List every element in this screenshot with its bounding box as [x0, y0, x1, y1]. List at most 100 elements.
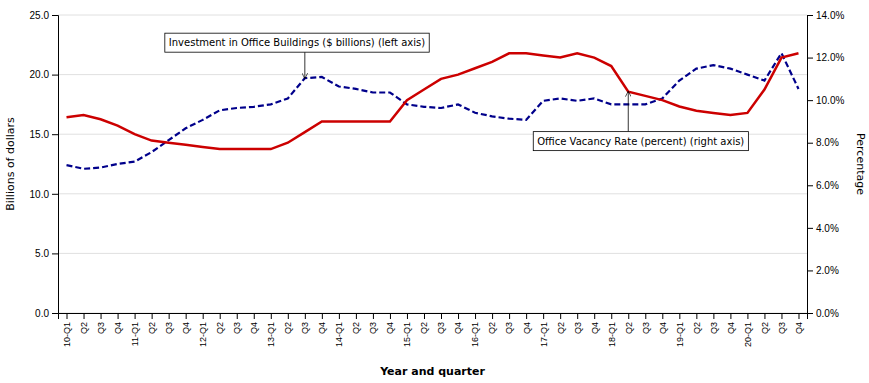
tick-label: 11-Q1	[130, 322, 140, 346]
tick-label: 4.0%	[816, 223, 839, 234]
tick-mark	[611, 313, 612, 319]
tick-mark	[390, 313, 391, 319]
tick: 25.0	[30, 10, 58, 21]
tick-label: 8.0%	[816, 137, 839, 148]
tick: Q3	[300, 313, 310, 334]
tick-mark	[807, 313, 813, 314]
grid-line	[58, 74, 807, 75]
tick-label: 10.0%	[816, 95, 844, 106]
tick-mark	[662, 313, 663, 319]
tick-mark	[424, 313, 425, 319]
grid	[58, 15, 807, 313]
tick: 10.0	[30, 189, 58, 200]
tick: 12.0%	[807, 52, 844, 63]
tick-mark	[152, 313, 153, 319]
tick: Q2	[79, 313, 89, 334]
tick-mark	[645, 313, 646, 319]
annotations: Investment in Office Buildings ($ billio…	[165, 33, 749, 150]
tick-label: 16-Q1	[470, 322, 480, 347]
tick-label: Q2	[79, 322, 89, 334]
tick-label: 0.0	[35, 308, 49, 319]
tick-mark	[67, 313, 68, 319]
tick-mark	[186, 313, 187, 319]
tick-mark	[492, 313, 493, 319]
tick-mark	[84, 313, 85, 319]
tick: Q4	[181, 313, 191, 334]
tick-mark	[807, 143, 813, 144]
tick-mark	[509, 313, 510, 319]
tick-mark	[169, 313, 170, 319]
tick-label: Q4	[181, 322, 191, 334]
plot: 10-Q1Q2Q3Q411-Q1Q2Q3Q412-Q1Q2Q3Q413-Q1Q2…	[4, 10, 867, 378]
y2-axis: 0.0% 2.0% 4.0% 6.0% 8.0% 10.0% 12.0% 14.0%	[807, 10, 844, 319]
tick-mark	[237, 313, 238, 319]
tick-label: Q2	[283, 322, 293, 334]
tick-label: Q2	[760, 322, 770, 334]
tick-mark	[560, 313, 561, 319]
tick-mark	[254, 313, 255, 319]
tick-label: Q3	[164, 322, 174, 334]
tick: 13-Q1	[266, 313, 276, 347]
tick: Q3	[504, 313, 514, 334]
tick: Q3	[777, 313, 787, 334]
tick-mark	[288, 313, 289, 319]
tick: 2.0%	[807, 265, 839, 276]
tick: Q2	[692, 313, 702, 334]
tick-mark	[679, 313, 680, 319]
tick: Q4	[590, 313, 600, 334]
tick-mark	[807, 185, 813, 186]
tick-mark	[628, 313, 629, 319]
tick-label: 13-Q1	[266, 322, 276, 347]
tick-mark	[713, 313, 714, 319]
tick-label: 20-Q1	[743, 322, 753, 347]
tick-label: 14.0%	[816, 10, 844, 21]
tick-mark	[747, 313, 748, 319]
tick-mark	[271, 313, 272, 319]
tick: Q2	[147, 313, 157, 334]
tick-mark	[118, 313, 119, 319]
tick-label: 10.0	[30, 189, 50, 200]
tick: Q2	[283, 313, 293, 334]
tick: Q2	[419, 313, 429, 334]
tick-label: 25.0	[30, 10, 50, 21]
tick-mark	[52, 15, 58, 16]
tick: 8.0%	[807, 137, 839, 148]
tick-label: Q4	[249, 322, 259, 334]
tick-mark	[764, 313, 765, 319]
tick-mark	[373, 313, 374, 319]
tick-mark	[52, 75, 58, 76]
tick: Q4	[385, 313, 395, 334]
tick: Q4	[794, 313, 804, 334]
tick: Q4	[658, 313, 668, 334]
tick-mark	[475, 313, 476, 319]
tick: 0.0%	[807, 308, 839, 319]
tick-mark	[441, 313, 442, 319]
tick-mark	[305, 313, 306, 319]
tick-label: Q3	[573, 322, 583, 334]
tick-label: Q4	[794, 322, 804, 334]
tick: Q4	[522, 313, 532, 334]
tick: 15.0	[30, 129, 58, 140]
tick-label: Q4	[385, 322, 395, 334]
tick: 16-Q1	[470, 313, 480, 347]
tick-label: Q3	[232, 322, 242, 334]
tick-label: 5.0	[35, 248, 49, 259]
tick: 6.0%	[807, 180, 839, 191]
tick-label: Q3	[777, 322, 787, 334]
tick: 12-Q1	[198, 313, 208, 347]
tick-label: Q3	[641, 322, 651, 334]
tick-mark	[458, 313, 459, 319]
tick-mark	[52, 194, 58, 195]
tick-label: 12.0%	[816, 52, 844, 63]
tick: Q2	[215, 313, 225, 334]
tick-label: Q2	[147, 322, 157, 334]
tick-label: Q4	[113, 322, 123, 334]
tick-label: 6.0%	[816, 180, 839, 191]
tick-label: Q2	[624, 322, 634, 334]
tick: 18-Q1	[607, 313, 617, 347]
tick-mark	[52, 313, 58, 314]
tick: 11-Q1	[130, 313, 140, 346]
series-line	[67, 53, 799, 149]
tick-label: Q2	[419, 322, 429, 334]
tick-label: 14-Q1	[334, 322, 344, 347]
